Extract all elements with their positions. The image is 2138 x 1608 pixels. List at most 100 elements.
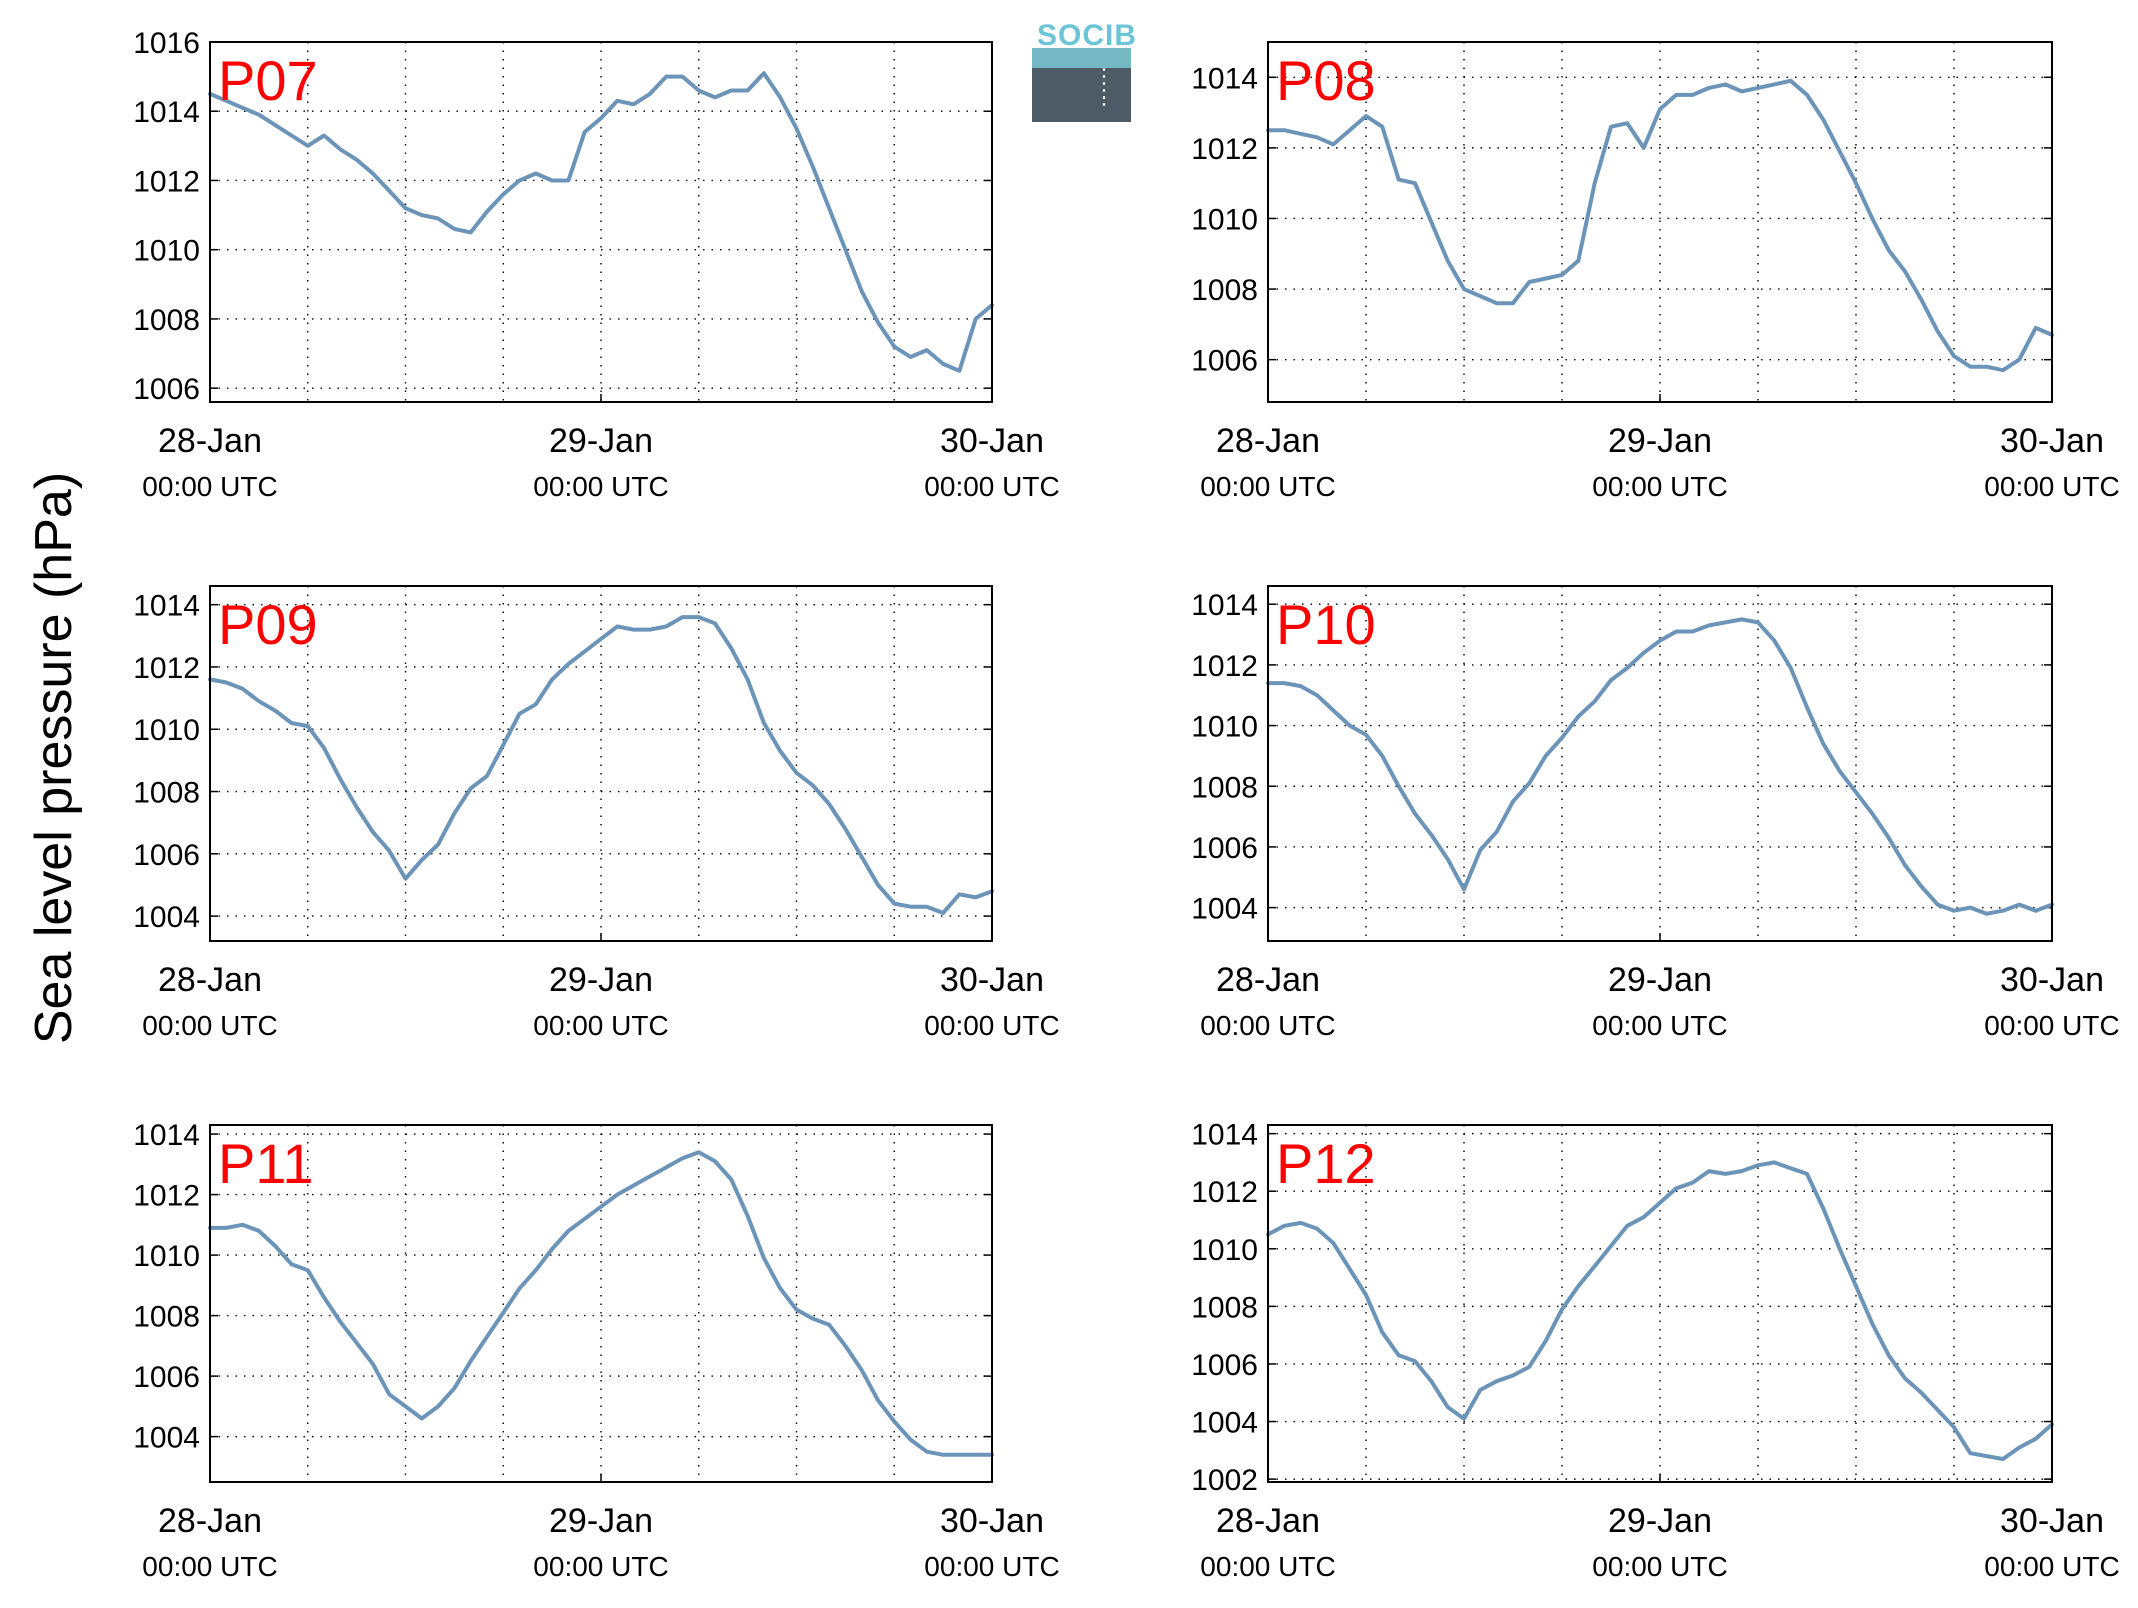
x-tick-label-time: 00:00 UTC	[142, 471, 277, 502]
y-tick-label: 1014	[1191, 62, 1258, 95]
y-tick-label: 1014	[133, 1119, 200, 1152]
y-tick-label: 1004	[1191, 1407, 1258, 1440]
y-axis-label: Sea level pressure (hPa)	[25, 472, 83, 1044]
y-tick-label: 1014	[1191, 589, 1258, 622]
y-tick-label: 1004	[133, 901, 200, 934]
axes-frame	[209, 585, 993, 942]
x-tick-label-time: 00:00 UTC	[142, 1551, 277, 1582]
x-tick-label-date: 30-Jan	[940, 422, 1044, 460]
x-tick-label-time: 00:00 UTC	[533, 471, 668, 502]
y-tick-label: 1014	[133, 590, 200, 623]
x-tick-label-date: 29-Jan	[1608, 1502, 1712, 1540]
y-tick-label: 1010	[133, 714, 200, 747]
y-tick-label: 1010	[1191, 203, 1258, 236]
panel-p12: 1002 1004 1006 1008 1010 1012 1014 28-Jan 00:00 …	[1191, 1119, 2119, 1582]
x-tick-label-time: 00:00 UTC	[142, 1010, 277, 1041]
panel-p07: 1006 1008 1010 1012 1014 1016 28-Jan 00:00 UTC 2…	[133, 27, 1059, 502]
y-tick-label: 1008	[133, 1301, 200, 1334]
axes-frame	[209, 41, 993, 403]
x-tick-label-time: 00:00 UTC	[533, 1551, 668, 1582]
x-tick-label-time: 00:00 UTC	[1984, 1551, 2119, 1582]
x-tick-label-date: 30-Jan	[2000, 422, 2104, 460]
y-tick-label: 1006	[133, 373, 200, 406]
axes-frame	[1267, 585, 2053, 942]
y-tick-label: 1008	[1191, 771, 1258, 804]
panel-p10: 1004 1006 1008 1010 1012 1014 28-Jan 00:00 UTC 2…	[1191, 585, 2120, 1041]
x-tick-label-time: 00:00 UTC	[533, 1010, 668, 1041]
y-tick-label: 1010	[133, 235, 200, 268]
y-tick-label: 1010	[133, 1240, 200, 1273]
axes-frame	[209, 1124, 993, 1483]
panel-label: P12	[1276, 1132, 1376, 1195]
y-tick-label: 1016	[133, 27, 200, 60]
series-line	[1266, 617, 2054, 916]
x-tick-label-date: 30-Jan	[2000, 1502, 2104, 1540]
x-tick-label-time: 00:00 UTC	[1200, 1010, 1335, 1041]
series-line	[208, 1150, 994, 1457]
x-tick-label-date: 30-Jan	[2000, 961, 2104, 999]
y-tick-label: 1014	[1191, 1119, 1258, 1152]
series-line	[208, 71, 994, 373]
x-tick-label-date: 28-Jan	[1216, 422, 1320, 460]
y-tick-label: 1004	[1191, 893, 1258, 926]
x-tick-label-time: 00:00 UTC	[924, 471, 1059, 502]
socib-logo-text: SOCIB	[1037, 19, 1137, 52]
x-tick-label-date: 28-Jan	[1216, 1502, 1320, 1540]
series-line	[1266, 1160, 2054, 1461]
y-tick-label: 1006	[1191, 345, 1258, 378]
socib-logo: SOCIB	[1032, 19, 1137, 122]
y-tick-label: 1014	[133, 96, 200, 129]
panel-p11: 1004 1006 1008 1010 1012 1014 28-Jan 00:00 UTC 2…	[133, 1119, 1059, 1582]
x-tick-label-date: 29-Jan	[1608, 422, 1712, 460]
x-tick-label-date: 28-Jan	[158, 1502, 262, 1540]
x-tick-label-time: 00:00 UTC	[1592, 1551, 1727, 1582]
x-tick-label-time: 00:00 UTC	[1592, 471, 1727, 502]
x-tick-label-date: 29-Jan	[1608, 961, 1712, 999]
x-tick-label-time: 00:00 UTC	[1200, 1551, 1335, 1582]
y-tick-label: 1008	[133, 304, 200, 337]
x-tick-label-date: 30-Jan	[940, 961, 1044, 999]
plot-area	[210, 586, 992, 941]
y-tick-label: 1010	[1191, 1234, 1258, 1267]
y-tick-label: 1008	[133, 777, 200, 810]
x-tick-label-time: 00:00 UTC	[1592, 1010, 1727, 1041]
y-tick-label: 1008	[1191, 1291, 1258, 1324]
x-tick-label-date: 28-Jan	[158, 961, 262, 999]
x-tick-label-time: 00:00 UTC	[924, 1010, 1059, 1041]
y-tick-label: 1008	[1191, 274, 1258, 307]
y-tick-label: 1006	[133, 1361, 200, 1394]
y-tick-label: 1012	[133, 1180, 200, 1213]
x-tick-label-date: 29-Jan	[549, 422, 653, 460]
panel-label: P08	[1276, 49, 1376, 112]
x-tick-label-time: 00:00 UTC	[1984, 1010, 2119, 1041]
series-line	[1266, 78, 2054, 373]
y-tick-label: 1012	[1191, 650, 1258, 683]
y-tick-label: 1012	[133, 652, 200, 685]
y-tick-label: 1006	[133, 839, 200, 872]
x-tick-label-date: 29-Jan	[549, 1502, 653, 1540]
panel-p08: 1006 1008 1010 1012 1014 28-Jan 00:00 UTC 29-Ja…	[1191, 41, 2120, 502]
panel-label: P11	[218, 1132, 313, 1195]
y-tick-label: 1012	[1191, 133, 1258, 166]
panel-p09: 1004 1006 1008 1010 1012 1014 28-Jan 00:00 UTC 2…	[133, 585, 1060, 1041]
x-tick-label-date: 30-Jan	[940, 1502, 1044, 1540]
x-tick-label-time: 00:00 UTC	[1984, 471, 2119, 502]
x-tick-label-date: 28-Jan	[158, 422, 262, 460]
y-tick-label: 1010	[1191, 711, 1258, 744]
panel-label: P09	[218, 593, 318, 656]
y-tick-label: 1012	[1191, 1176, 1258, 1209]
x-tick-label-date: 29-Jan	[549, 961, 653, 999]
axes-frame	[1267, 41, 2053, 403]
axes-frame	[1267, 1124, 2053, 1483]
y-tick-label: 1012	[133, 165, 200, 198]
y-tick-label: 1002	[1191, 1464, 1258, 1497]
y-tick-label: 1006	[1191, 1349, 1258, 1382]
y-tick-label: 1006	[1191, 832, 1258, 865]
panels: 1006 1008 1010 1012 1014 1016 28-Jan 00:00 UTC 2…	[133, 27, 2119, 1582]
x-tick-label-time: 00:00 UTC	[924, 1551, 1059, 1582]
x-tick-label-time: 00:00 UTC	[1200, 471, 1335, 502]
x-tick-label-date: 28-Jan	[1216, 961, 1320, 999]
panel-label: P10	[1276, 593, 1376, 656]
plot-area	[1268, 586, 2052, 941]
